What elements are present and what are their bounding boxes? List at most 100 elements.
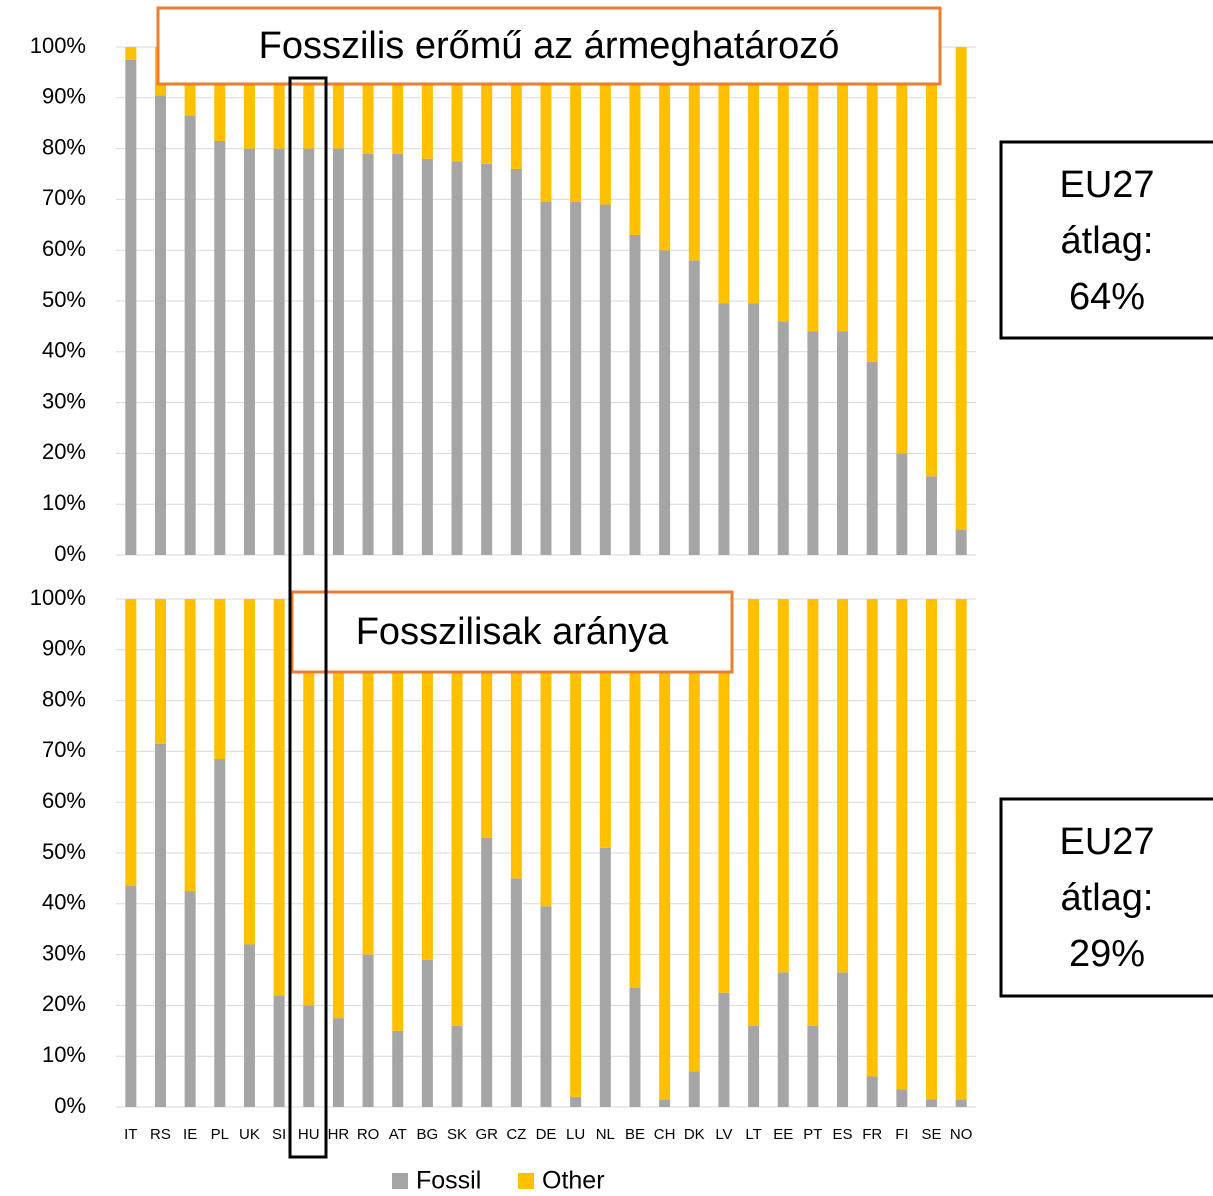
x-tick-label: CH (654, 1126, 676, 1143)
bar-segment (510, 878, 522, 1107)
bar-segment (214, 599, 226, 760)
bar-segment (629, 47, 641, 235)
legend-swatch (518, 1173, 534, 1189)
bar-segment (481, 837, 493, 1107)
x-tick-label: SI (272, 1126, 286, 1143)
bar-segment (125, 59, 137, 555)
bar-segment (125, 599, 137, 887)
x-tick-label: LT (745, 1126, 761, 1143)
x-tick-label: BG (417, 1126, 439, 1143)
bar-segment (688, 599, 700, 1072)
bar-segment (273, 148, 285, 555)
bar-segment (510, 168, 522, 556)
x-tick-label: LU (566, 1126, 585, 1143)
x-tick-label: FI (895, 1126, 908, 1143)
bar-segment (688, 47, 700, 261)
bar-segment (866, 1076, 878, 1107)
x-tick-label: DE (536, 1126, 557, 1143)
bar-segment (481, 47, 493, 164)
y-tick-label: 0% (54, 541, 86, 566)
bar-segment (926, 476, 938, 555)
bar-segment (570, 47, 582, 202)
bar-segment (718, 47, 730, 304)
x-tick-label: FR (862, 1126, 882, 1143)
bar-segment (659, 47, 671, 251)
bar-segment (896, 47, 908, 454)
bar-segment (243, 148, 255, 555)
bar-segment (154, 599, 166, 744)
x-tick-label: RS (150, 1126, 171, 1143)
bar-segment (629, 234, 641, 555)
annotation-title: Fosszilis erőmű az ármeghatározó (259, 25, 840, 67)
annotation-title: Fosszilisak aránya (356, 611, 669, 653)
x-tick-label: IE (183, 1126, 197, 1143)
x-tick-label: RO (357, 1126, 380, 1143)
average-text: átlag: (1061, 220, 1154, 262)
average-box (999, 797, 1213, 998)
bar-segment (955, 529, 967, 555)
bar-segment (837, 331, 849, 555)
bar-segment (955, 1099, 967, 1107)
x-tick-label: PT (803, 1126, 822, 1143)
x-tick-label: SE (922, 1126, 942, 1143)
x-tick-label: ES (833, 1126, 853, 1143)
y-tick-label: 10% (42, 490, 86, 515)
legend-swatch (392, 1173, 408, 1189)
bar-segment (481, 163, 493, 555)
x-tick-label: EE (773, 1126, 793, 1143)
bar-segment (273, 995, 285, 1107)
bar-segment (481, 599, 493, 838)
bar-segment (125, 886, 137, 1107)
y-tick-label: 30% (42, 388, 86, 413)
bar-segment (896, 453, 908, 555)
bar-segment (570, 201, 582, 555)
average-box (999, 140, 1213, 340)
y-tick-label: 10% (42, 1042, 86, 1067)
bar-segment (926, 599, 938, 1100)
bar-segment (451, 161, 463, 556)
bar-segment (807, 1025, 819, 1107)
bar-segment (243, 599, 255, 945)
bar-segment (718, 303, 730, 555)
y-tick-label: 40% (42, 890, 86, 915)
bar-segment (392, 1030, 404, 1107)
x-tick-label: LV (715, 1126, 732, 1143)
bar-segment (303, 599, 315, 1006)
x-tick-label: DK (684, 1126, 705, 1143)
bar-segment (510, 47, 522, 169)
bar-segment (362, 153, 374, 555)
y-tick-label: 20% (42, 991, 86, 1016)
bar-segment (184, 599, 196, 892)
average-text: 64% (1069, 276, 1145, 318)
bar-segment (629, 599, 641, 988)
bar-segment (659, 1099, 671, 1107)
y-tick-label: 60% (42, 236, 86, 261)
bar-segment (421, 47, 433, 159)
bar-segment (303, 47, 315, 149)
bar-segment (866, 47, 878, 362)
bar-segment (748, 303, 760, 555)
y-tick-label: 80% (42, 134, 86, 159)
bar-segment (807, 47, 819, 332)
bar-segment (777, 599, 789, 973)
bar-segment (451, 47, 463, 162)
legend-label: Other (542, 1167, 605, 1195)
bar-segment (332, 1018, 344, 1107)
bar-segment (392, 153, 404, 555)
bar-segment (777, 321, 789, 555)
bar-segment (718, 599, 730, 993)
bar-segment (184, 115, 196, 555)
bar-segment (421, 599, 433, 960)
bar-segment (273, 599, 285, 996)
bar-segment (748, 599, 760, 1026)
bar-segment (451, 1025, 463, 1107)
x-tick-label: SK (447, 1126, 467, 1143)
y-tick-label: 90% (42, 84, 86, 109)
bar-segment (748, 1025, 760, 1107)
bar-segment (540, 47, 552, 202)
bar-segment (926, 47, 938, 477)
bar-segment (599, 599, 611, 848)
bar-segment (214, 140, 226, 556)
bar-segment (421, 158, 433, 555)
